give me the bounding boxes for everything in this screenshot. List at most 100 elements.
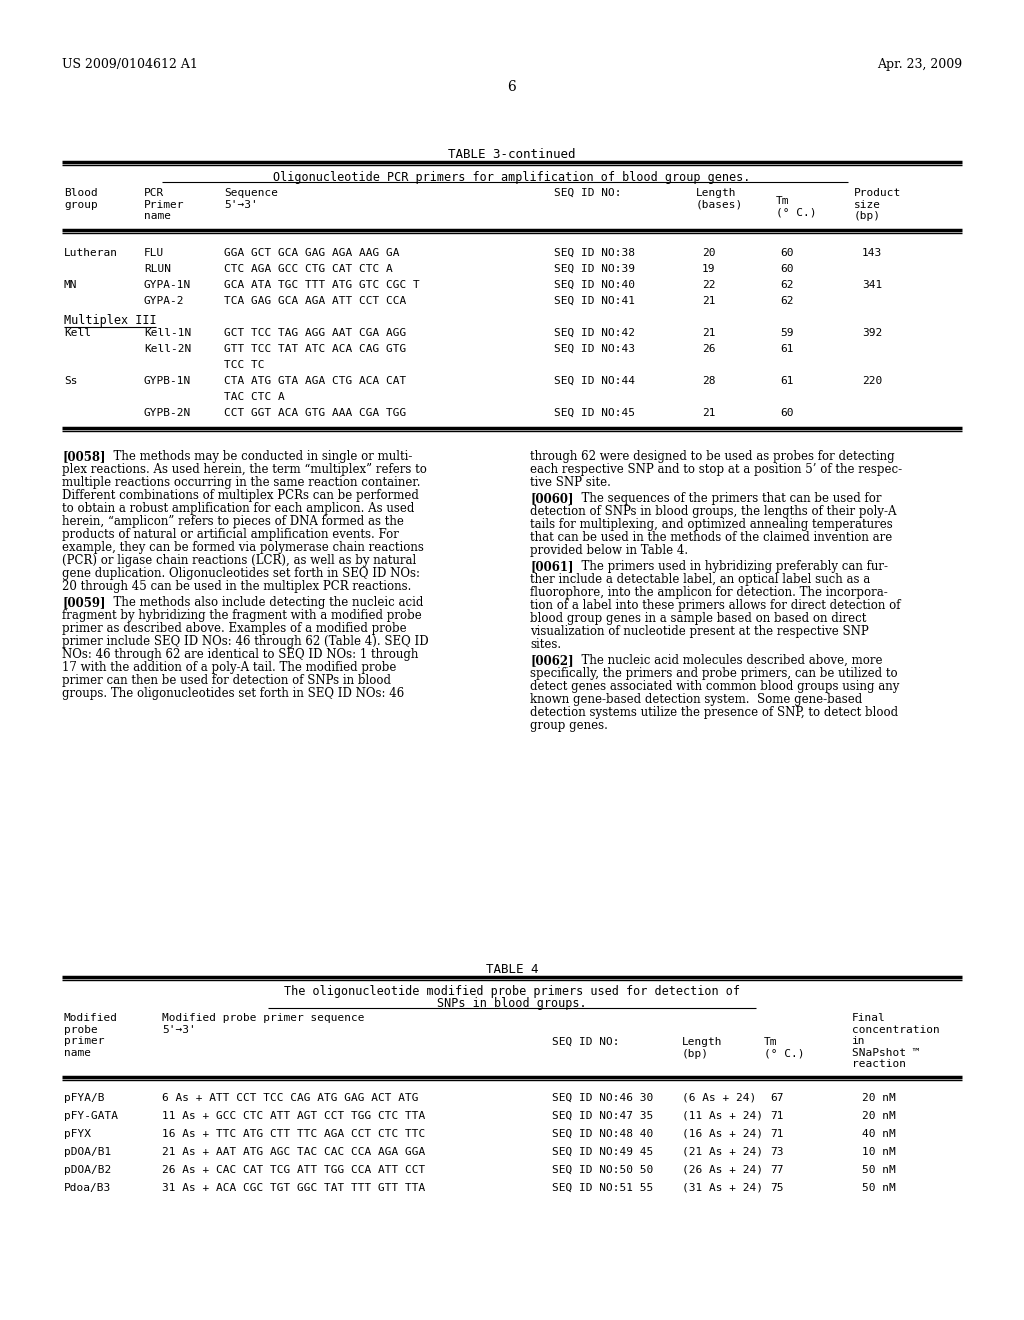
- Text: Blood
group: Blood group: [63, 187, 97, 210]
- Text: tive SNP site.: tive SNP site.: [530, 477, 611, 488]
- Text: 77: 77: [770, 1166, 783, 1175]
- Text: 11 As + GCC CTC ATT AGT CCT TGG CTC TTA: 11 As + GCC CTC ATT AGT CCT TGG CTC TTA: [162, 1111, 425, 1121]
- Text: blood group genes in a sample based on based on direct: blood group genes in a sample based on b…: [530, 612, 866, 624]
- Text: Multiplex III: Multiplex III: [63, 314, 157, 327]
- Text: US 2009/0104612 A1: US 2009/0104612 A1: [62, 58, 198, 71]
- Text: The methods may be conducted in single or multi-: The methods may be conducted in single o…: [106, 450, 413, 463]
- Text: NOs: 46 through 62 are identical to SEQ ID NOs: 1 through: NOs: 46 through 62 are identical to SEQ …: [62, 648, 419, 661]
- Text: (16 As + 24): (16 As + 24): [682, 1129, 763, 1139]
- Text: CTC AGA GCC CTG CAT CTC A: CTC AGA GCC CTG CAT CTC A: [224, 264, 393, 275]
- Text: 20: 20: [702, 248, 716, 257]
- Text: 19: 19: [702, 264, 716, 275]
- Text: SEQ ID NO:44: SEQ ID NO:44: [554, 376, 635, 385]
- Text: GCA ATA TGC TTT ATG GTC CGC T: GCA ATA TGC TTT ATG GTC CGC T: [224, 280, 420, 290]
- Text: [0060]: [0060]: [530, 492, 573, 506]
- Text: gene duplication. Oligonucleotides set forth in SEQ ID NOs:: gene duplication. Oligonucleotides set f…: [62, 568, 420, 579]
- Text: SNPs in blood groups.: SNPs in blood groups.: [437, 997, 587, 1010]
- Text: Pdoa/B3: Pdoa/B3: [63, 1183, 112, 1193]
- Text: detect genes associated with common blood groups using any: detect genes associated with common bloo…: [530, 680, 899, 693]
- Text: TCC TC: TCC TC: [224, 360, 264, 370]
- Text: Kell-1N: Kell-1N: [144, 327, 191, 338]
- Text: provided below in Table 4.: provided below in Table 4.: [530, 544, 688, 557]
- Text: [0059]: [0059]: [62, 597, 105, 609]
- Text: Modified
probe
primer
name: Modified probe primer name: [63, 1012, 118, 1057]
- Text: 6 As + ATT CCT TCC CAG ATG GAG ACT ATG: 6 As + ATT CCT TCC CAG ATG GAG ACT ATG: [162, 1093, 419, 1104]
- Text: 73: 73: [770, 1147, 783, 1158]
- Text: Product
size
(bp): Product size (bp): [854, 187, 901, 222]
- Text: TCA GAG GCA AGA ATT CCT CCA: TCA GAG GCA AGA ATT CCT CCA: [224, 296, 407, 306]
- Text: TABLE 3-continued: TABLE 3-continued: [449, 148, 575, 161]
- Text: 26 As + CAC CAT TCG ATT TGG CCA ATT CCT: 26 As + CAC CAT TCG ATT TGG CCA ATT CCT: [162, 1166, 425, 1175]
- Text: (PCR) or ligase chain reactions (LCR), as well as by natural: (PCR) or ligase chain reactions (LCR), a…: [62, 554, 416, 568]
- Text: primer can then be used for detection of SNPs in blood: primer can then be used for detection of…: [62, 675, 391, 686]
- Text: 21: 21: [702, 296, 716, 306]
- Text: each respective SNP and to stop at a position 5’ of the respec-: each respective SNP and to stop at a pos…: [530, 463, 902, 477]
- Text: herein, “amplicon” refers to pieces of DNA formed as the: herein, “amplicon” refers to pieces of D…: [62, 515, 403, 528]
- Text: 28: 28: [702, 376, 716, 385]
- Text: Kell-2N: Kell-2N: [144, 345, 191, 354]
- Text: SEQ ID NO:46 30: SEQ ID NO:46 30: [552, 1093, 653, 1104]
- Text: 20 nM: 20 nM: [862, 1111, 896, 1121]
- Text: The primers used in hybridizing preferably can fur-: The primers used in hybridizing preferab…: [574, 560, 888, 573]
- Text: TABLE 4: TABLE 4: [485, 964, 539, 975]
- Text: Lutheran: Lutheran: [63, 248, 118, 257]
- Text: SEQ ID NO:38: SEQ ID NO:38: [554, 248, 635, 257]
- Text: 17 with the addition of a poly-A tail. The modified probe: 17 with the addition of a poly-A tail. T…: [62, 661, 396, 675]
- Text: (31 As + 24): (31 As + 24): [682, 1183, 763, 1193]
- Text: 50 nM: 50 nM: [862, 1166, 896, 1175]
- Text: Kell: Kell: [63, 327, 91, 338]
- Text: 20 through 45 can be used in the multiplex PCR reactions.: 20 through 45 can be used in the multipl…: [62, 579, 412, 593]
- Text: Different combinations of multiplex PCRs can be performed: Different combinations of multiplex PCRs…: [62, 488, 419, 502]
- Text: 21 As + AAT ATG AGC TAC CAC CCA AGA GGA: 21 As + AAT ATG AGC TAC CAC CCA AGA GGA: [162, 1147, 425, 1158]
- Text: 60: 60: [780, 408, 794, 418]
- Text: SEQ ID NO:: SEQ ID NO:: [554, 187, 622, 198]
- Text: 21: 21: [702, 327, 716, 338]
- Text: visualization of nucleotide present at the respective SNP: visualization of nucleotide present at t…: [530, 624, 868, 638]
- Text: 10 nM: 10 nM: [862, 1147, 896, 1158]
- Text: (26 As + 24): (26 As + 24): [682, 1166, 763, 1175]
- Text: [0058]: [0058]: [62, 450, 105, 463]
- Text: The sequences of the primers that can be used for: The sequences of the primers that can be…: [574, 492, 882, 506]
- Text: 61: 61: [780, 345, 794, 354]
- Text: PCR
Primer
name: PCR Primer name: [144, 187, 184, 222]
- Text: 50 nM: 50 nM: [862, 1183, 896, 1193]
- Text: pFY-GATA: pFY-GATA: [63, 1111, 118, 1121]
- Text: (6 As + 24): (6 As + 24): [682, 1093, 757, 1104]
- Text: SEQ ID NO:48 40: SEQ ID NO:48 40: [552, 1129, 653, 1139]
- Text: primer as described above. Examples of a modified probe: primer as described above. Examples of a…: [62, 622, 407, 635]
- Text: 62: 62: [780, 280, 794, 290]
- Text: 26: 26: [702, 345, 716, 354]
- Text: Tm
(° C.): Tm (° C.): [764, 1038, 805, 1059]
- Text: groups. The oligonucleotides set forth in SEQ ID NOs: 46: groups. The oligonucleotides set forth i…: [62, 686, 404, 700]
- Text: 59: 59: [780, 327, 794, 338]
- Text: 341: 341: [862, 280, 883, 290]
- Text: SEQ ID NO:45: SEQ ID NO:45: [554, 408, 635, 418]
- Text: specifically, the primers and probe primers, can be utilized to: specifically, the primers and probe prim…: [530, 667, 898, 680]
- Text: pDOA/B2: pDOA/B2: [63, 1166, 112, 1175]
- Text: detection systems utilize the presence of SNP, to detect blood: detection systems utilize the presence o…: [530, 706, 898, 719]
- Text: detection of SNPs in blood groups, the lengths of their poly-A: detection of SNPs in blood groups, the l…: [530, 506, 896, 517]
- Text: CCT GGT ACA GTG AAA CGA TGG: CCT GGT ACA GTG AAA CGA TGG: [224, 408, 407, 418]
- Text: 21: 21: [702, 408, 716, 418]
- Text: 31 As + ACA CGC TGT GGC TAT TTT GTT TTA: 31 As + ACA CGC TGT GGC TAT TTT GTT TTA: [162, 1183, 425, 1193]
- Text: group genes.: group genes.: [530, 719, 608, 733]
- Text: SEQ ID NO:39: SEQ ID NO:39: [554, 264, 635, 275]
- Text: 67: 67: [770, 1093, 783, 1104]
- Text: 16 As + TTC ATG CTT TTC AGA CCT CTC TTC: 16 As + TTC ATG CTT TTC AGA CCT CTC TTC: [162, 1129, 425, 1139]
- Text: The oligonucleotide modified probe primers used for detection of: The oligonucleotide modified probe prime…: [284, 985, 740, 998]
- Text: GYPA-2: GYPA-2: [144, 296, 184, 306]
- Text: that can be used in the methods of the claimed invention are: that can be used in the methods of the c…: [530, 531, 892, 544]
- Text: 75: 75: [770, 1183, 783, 1193]
- Text: FLU: FLU: [144, 248, 164, 257]
- Text: Sequence
5'→3': Sequence 5'→3': [224, 187, 278, 210]
- Text: fragment by hybridizing the fragment with a modified probe: fragment by hybridizing the fragment wit…: [62, 609, 422, 622]
- Text: through 62 were designed to be used as probes for detecting: through 62 were designed to be used as p…: [530, 450, 895, 463]
- Text: SEQ ID NO:: SEQ ID NO:: [552, 1038, 620, 1047]
- Text: 71: 71: [770, 1129, 783, 1139]
- Text: TAC CTC A: TAC CTC A: [224, 392, 285, 403]
- Text: Ss: Ss: [63, 376, 78, 385]
- Text: 62: 62: [780, 296, 794, 306]
- Text: ther include a detectable label, an optical label such as a: ther include a detectable label, an opti…: [530, 573, 870, 586]
- Text: [0062]: [0062]: [530, 653, 573, 667]
- Text: pFYA/B: pFYA/B: [63, 1093, 104, 1104]
